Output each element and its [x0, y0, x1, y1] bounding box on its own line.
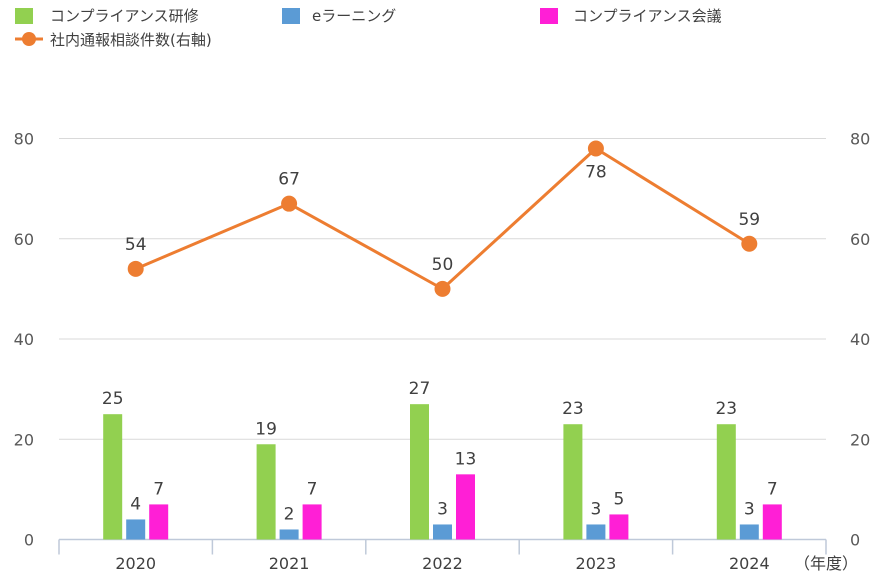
bar-data-label: 5: [613, 489, 624, 509]
legend: コンプライアンス研修 eラーニング コンプライアンス会議 社内通報相談件数(右軸…: [15, 7, 722, 49]
legend-label-whistleblowing: 社内通報相談件数(右軸): [50, 31, 212, 49]
line-point: [741, 235, 758, 252]
bars: [103, 404, 782, 540]
legend-swatch-compliance-meeting: [540, 8, 558, 24]
x-axis: 2020 2021 2022 2023 2024: [58, 538, 827, 573]
line-data-label: 78: [585, 163, 607, 183]
x-tick-label: 2024: [729, 554, 770, 573]
line-point: [587, 140, 604, 157]
bar-data-label: 27: [409, 379, 431, 399]
x-tick-label: 2022: [422, 554, 463, 573]
x-unit-label: （年度）: [794, 554, 858, 573]
bar-elearning: [126, 519, 146, 540]
bar-compliance-meeting: [456, 474, 475, 540]
bar-data-label: 3: [744, 499, 755, 519]
right-tick-label: 60: [850, 230, 870, 249]
legend-swatch-elearning: [282, 8, 300, 24]
line-data-label: 50: [432, 255, 454, 275]
right-y-axis: 0 20 40 60 80: [850, 130, 870, 550]
bar-compliance-meeting: [609, 514, 629, 540]
legend-label-elearning: eラーニング: [312, 7, 396, 25]
bar-data-label: 13: [455, 449, 477, 469]
bar-compliance-training: [256, 444, 276, 540]
bar-data-label: 3: [590, 499, 601, 519]
right-tick-label: 20: [850, 430, 870, 449]
bar-compliance-training: [563, 424, 583, 540]
bar-elearning: [739, 524, 759, 540]
bar-compliance-training: [716, 424, 736, 540]
x-tick-label: 2020: [115, 554, 156, 573]
bar-data-label: 4: [130, 494, 141, 514]
bar-compliance-training: [410, 404, 429, 540]
line-point: [434, 280, 451, 297]
bar-data-label: 7: [767, 479, 778, 499]
bar-data-label: 7: [307, 479, 318, 499]
bar-data-label: 2: [284, 504, 295, 524]
line-data-label: 59: [738, 210, 760, 230]
bar-elearning: [433, 524, 452, 540]
bar-data-label: 23: [715, 399, 737, 419]
line-point: [127, 260, 144, 277]
bar-data-label: 3: [437, 499, 448, 519]
legend-label-compliance-training: コンプライアンス研修: [50, 7, 199, 25]
x-tick-label: 2023: [576, 554, 617, 573]
line-data-label: 67: [278, 170, 300, 190]
left-tick-label: 60: [14, 230, 34, 249]
bar-compliance-meeting: [302, 504, 322, 540]
line-series: [127, 140, 758, 297]
x-tick-label: 2021: [269, 554, 310, 573]
line-point: [281, 195, 298, 212]
bar-data-label: 7: [153, 479, 164, 499]
bar-elearning: [279, 529, 299, 540]
left-tick-label: 0: [24, 531, 34, 550]
legend-label-compliance-meeting: コンプライアンス会議: [573, 7, 722, 25]
legend-marker-whistleblowing: [22, 32, 36, 46]
left-tick-label: 40: [14, 330, 34, 349]
right-tick-label: 80: [850, 130, 870, 149]
bar-compliance-meeting: [149, 504, 169, 540]
line-data-label: 54: [125, 235, 147, 255]
bar-elearning: [586, 524, 606, 540]
left-tick-label: 20: [14, 430, 34, 449]
bar-compliance-training: [103, 414, 123, 540]
bar-data-label: 23: [562, 399, 584, 419]
gridlines: [59, 138, 826, 440]
legend-swatch-compliance-training: [15, 8, 33, 24]
right-tick-label: 0: [850, 531, 860, 550]
left-y-axis: 0 20 40 60 80: [14, 130, 34, 550]
left-tick-label: 80: [14, 130, 34, 149]
bar-data-label: 25: [102, 389, 124, 409]
bar-data-label: 19: [255, 419, 277, 439]
bar-compliance-meeting: [762, 504, 782, 540]
right-tick-label: 40: [850, 330, 870, 349]
